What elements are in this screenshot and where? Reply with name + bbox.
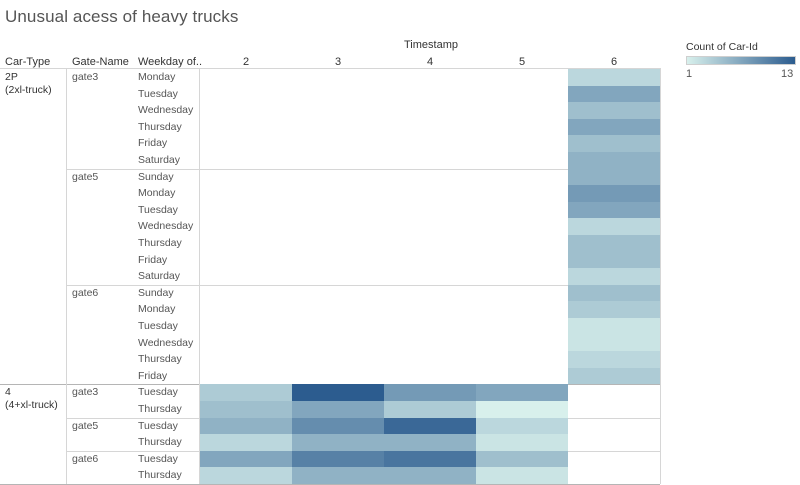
weekday-label: Thursday <box>138 403 182 415</box>
heatmap-cell <box>568 135 660 152</box>
heatmap-cell <box>200 467 292 484</box>
heatmap-cell <box>476 450 568 468</box>
column-header: 6 <box>610 56 618 68</box>
column-header: 4 <box>426 56 434 68</box>
weekday-label: Friday <box>138 253 168 266</box>
header-divider <box>0 68 660 69</box>
heatmap-cell <box>200 417 292 435</box>
weekday-label: Tuesday <box>138 386 178 399</box>
heatmap-cell <box>568 152 660 169</box>
heatmap-cell <box>568 318 660 335</box>
heatmap-cell <box>384 417 476 435</box>
weekday-label: Tuesday <box>138 419 178 432</box>
axis-line <box>66 68 67 484</box>
weekday-label: Thursday <box>138 436 182 449</box>
weekday-label: Sunday <box>138 170 174 183</box>
heatmap-cell <box>384 384 476 401</box>
weekday-label: Friday <box>138 369 168 382</box>
heatmap-cell <box>568 85 660 103</box>
row-header-gate-name: Gate-Name <box>72 56 129 68</box>
weekday-label: Tuesday <box>138 203 178 216</box>
weekday-label: Thursday <box>138 353 182 366</box>
heatmap-cell <box>476 401 568 418</box>
axis-line <box>199 68 200 484</box>
heatmap-cell <box>292 417 384 435</box>
car-type-label: 2P (2xl-truck) <box>5 71 52 96</box>
weekday-label: Friday <box>138 137 168 150</box>
heatmap-cell <box>568 218 660 235</box>
weekday-label: Thursday <box>138 237 182 249</box>
heatmap-cell <box>476 467 568 484</box>
heatmap-cell <box>292 401 384 418</box>
axis-line <box>660 68 661 484</box>
heatmap-cell <box>568 284 660 302</box>
weekday-label: Monday <box>138 71 176 83</box>
legend-title: Count of Car-Id <box>686 41 758 53</box>
heatmap-cell <box>292 450 384 468</box>
heatmap-cell <box>568 334 660 352</box>
heatmap-cell <box>476 417 568 435</box>
gate-label: gate6 <box>72 452 99 465</box>
column-header: 3 <box>334 56 342 68</box>
gate-label: gate5 <box>72 170 99 183</box>
heatmap-cell <box>568 168 660 186</box>
weekday-label: Tuesday <box>138 320 178 332</box>
weekday-label: Monday <box>138 187 176 200</box>
heatmap-cell <box>200 401 292 418</box>
heatmap-cell <box>568 69 660 86</box>
heatmap-cell <box>384 467 476 484</box>
heatmap-cell <box>568 251 660 269</box>
heatmap-cell <box>200 434 292 451</box>
heatmap-cell <box>568 185 660 202</box>
weekday-label: Tuesday <box>138 87 178 100</box>
heatmap-cell <box>568 301 660 318</box>
row-header-car-type: Car-Type <box>5 56 51 68</box>
weekday-label: Saturday <box>138 154 181 166</box>
legend-min-label: 1 <box>686 68 693 80</box>
column-header: 5 <box>518 56 526 68</box>
heatmap-cell <box>384 401 476 418</box>
weekday-label: Thursday <box>138 120 182 133</box>
gate-label: gate3 <box>72 71 99 83</box>
weekday-label: Wednesday <box>138 336 194 349</box>
heatmap-cell <box>200 450 292 468</box>
weekday-label: Saturday <box>138 270 181 283</box>
gate-label: gate6 <box>72 286 99 299</box>
car-type-label: 4 (4+xl-truck) <box>5 386 58 412</box>
heatmap-cell <box>384 450 476 468</box>
weekday-label: Sunday <box>138 286 174 299</box>
weekday-label: Wednesday <box>138 104 194 117</box>
weekday-label: Tuesday <box>138 452 178 465</box>
heatmap-cell <box>568 351 660 368</box>
heatmap-cell <box>292 467 384 484</box>
heatmap-cell <box>568 268 660 285</box>
chart-title: Unusual acess of heavy trucks <box>5 7 239 26</box>
heatmap-cell <box>384 434 476 451</box>
heatmap-cell <box>568 235 660 252</box>
weekday-label: Monday <box>138 303 176 316</box>
legend-max-label: 13 <box>781 68 794 80</box>
row-header-weekday[interactable]: Weekday of.. <box>138 56 202 68</box>
heatmap-cell <box>476 434 568 451</box>
heatmap-cell <box>568 201 660 219</box>
heatmap-cell <box>568 102 660 119</box>
gate-divider <box>66 284 660 286</box>
heatmap-cell <box>476 384 568 401</box>
heatmap-cell <box>200 384 292 401</box>
heatmap-cell <box>568 367 660 385</box>
gate-label: gate5 <box>72 419 99 432</box>
legend-color-ramp <box>686 56 796 65</box>
weekday-label: Thursday <box>138 469 182 482</box>
column-header: 2 <box>242 56 250 68</box>
column-axis-title: Timestamp <box>404 39 458 51</box>
heatmap-cell <box>292 434 384 451</box>
heatmap-cell <box>292 384 384 401</box>
gate-label: gate3 <box>72 386 99 399</box>
gate-divider <box>66 168 660 170</box>
heatmap-cell <box>568 118 660 136</box>
weekday-label: Wednesday <box>138 220 194 233</box>
